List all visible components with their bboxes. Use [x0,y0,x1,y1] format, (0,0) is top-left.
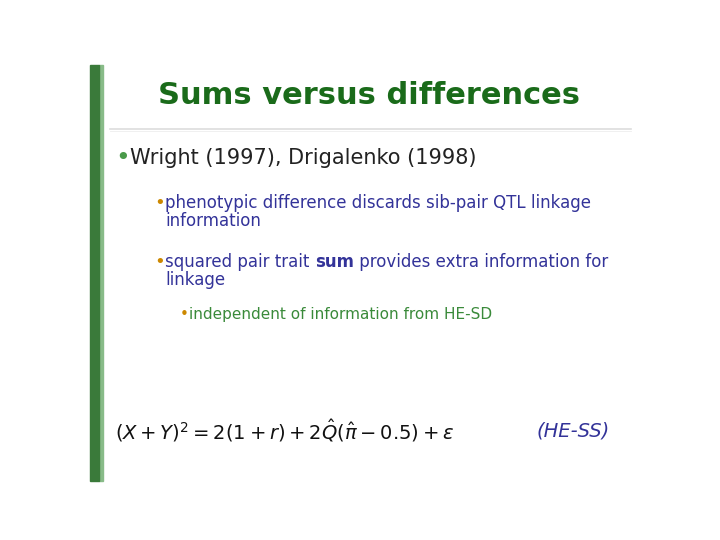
Text: Sums versus differences: Sums versus differences [158,82,580,111]
Text: linkage: linkage [166,271,225,289]
Text: sum: sum [315,253,354,271]
Text: information: information [166,212,261,230]
Text: provides extra information for: provides extra information for [354,253,608,271]
Text: •: • [179,307,188,322]
Bar [99,65,103,481]
Text: independent of information from HE-SD: independent of information from HE-SD [189,307,492,322]
Text: phenotypic difference discards sib-pair QTL linkage: phenotypic difference discards sib-pair … [166,194,591,212]
Text: •: • [154,253,165,271]
Bar [90,65,99,481]
Text: squared pair trait: squared pair trait [166,253,315,271]
Text: (HE-SS): (HE-SS) [536,421,610,440]
Text: •: • [154,194,165,212]
Text: Wright (1997), Drigalenko (1998): Wright (1997), Drigalenko (1998) [130,148,477,168]
Text: •: • [115,146,130,170]
Text: $(X + Y)^2 = 2(1 + r) + 2\hat{Q}(\hat{\pi} - 0.5) + \varepsilon$: $(X + Y)^2 = 2(1 + r) + 2\hat{Q}(\hat{\p… [115,417,454,444]
